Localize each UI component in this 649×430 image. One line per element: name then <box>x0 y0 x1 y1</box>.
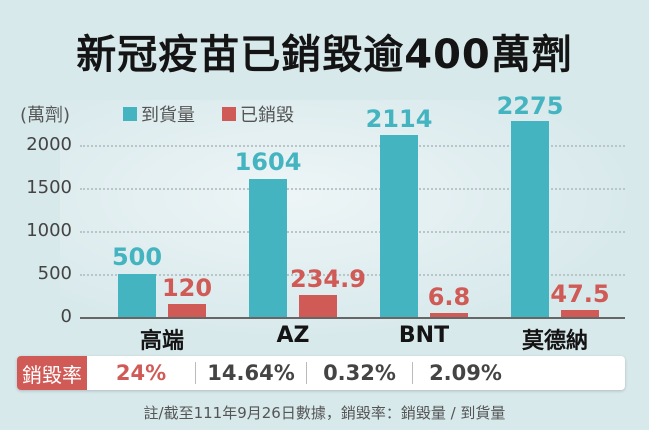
value-label-destroyed-moderna: 47.5 <box>550 280 610 308</box>
value-label-arrived-az: 1604 <box>234 148 302 176</box>
y-tick-1000: 1000 <box>26 220 72 241</box>
y-tick-2000: 2000 <box>26 134 72 155</box>
gridline-2000 <box>80 145 625 147</box>
bar-arrived-az <box>249 179 287 317</box>
x-axis-line <box>80 317 625 319</box>
destruction-rate-moderna: 2.09% <box>412 361 518 385</box>
value-label-destroyed-gaoduan: 120 <box>161 274 213 302</box>
legend-label-arrived: 到貨量 <box>141 105 195 126</box>
destruction-rate-bnt: 0.32% <box>306 361 412 385</box>
value-label-destroyed-az: 234.9 <box>290 265 366 293</box>
value-label-arrived-bnt: 2114 <box>365 105 433 133</box>
value-label-arrived-gaoduan: 500 <box>111 243 163 271</box>
bar-destroyed-gaoduan <box>168 304 206 317</box>
gridline-1000 <box>80 231 625 233</box>
legend-swatch-destroyed <box>222 107 236 121</box>
destruction-rate-gaoduan: 24% <box>115 361 167 385</box>
y-tick-1500: 1500 <box>26 177 72 198</box>
legend-label-destroyed: 已銷毀 <box>240 105 294 126</box>
bar-arrived-moderna <box>511 121 549 317</box>
legend-item-arrived: 到貨量 <box>123 101 195 127</box>
chart-title: 新冠疫苗已銷毀逾400萬劑 <box>76 32 573 78</box>
bar-arrived-gaoduan <box>118 274 156 317</box>
legend-item-destroyed: 已銷毀 <box>222 101 294 127</box>
category-label-bnt: BNT <box>398 323 450 348</box>
y-tick-500: 500 <box>37 263 72 284</box>
y-tick-0: 0 <box>60 306 72 327</box>
bar-destroyed-bnt <box>430 313 468 317</box>
destruction-rate-label: 銷毀率 <box>17 356 87 390</box>
unit-label: (萬劑) <box>20 105 71 126</box>
value-label-destroyed-bnt: 6.8 <box>427 283 471 311</box>
destruction-rate-az: 14.64% <box>195 361 306 385</box>
category-label-gaoduan: 高端 <box>139 329 184 354</box>
destruction-rate-row: 銷毀率 24% 14.64% 0.32% 2.09% <box>17 356 625 390</box>
bar-arrived-bnt <box>380 135 418 317</box>
value-label-arrived-moderna: 2275 <box>496 92 564 120</box>
bar-destroyed-moderna <box>561 310 599 317</box>
legend-swatch-arrived <box>123 107 137 121</box>
gridline-500 <box>80 274 625 276</box>
category-label-moderna: 莫德納 <box>521 329 588 354</box>
bar-destroyed-az <box>299 295 337 317</box>
footnote: 註/截至111年9月26日數據，銷毀率：銷毀量 / 到貨量 <box>143 404 506 422</box>
category-label-az: AZ <box>276 323 310 348</box>
gridline-1500 <box>80 188 625 190</box>
